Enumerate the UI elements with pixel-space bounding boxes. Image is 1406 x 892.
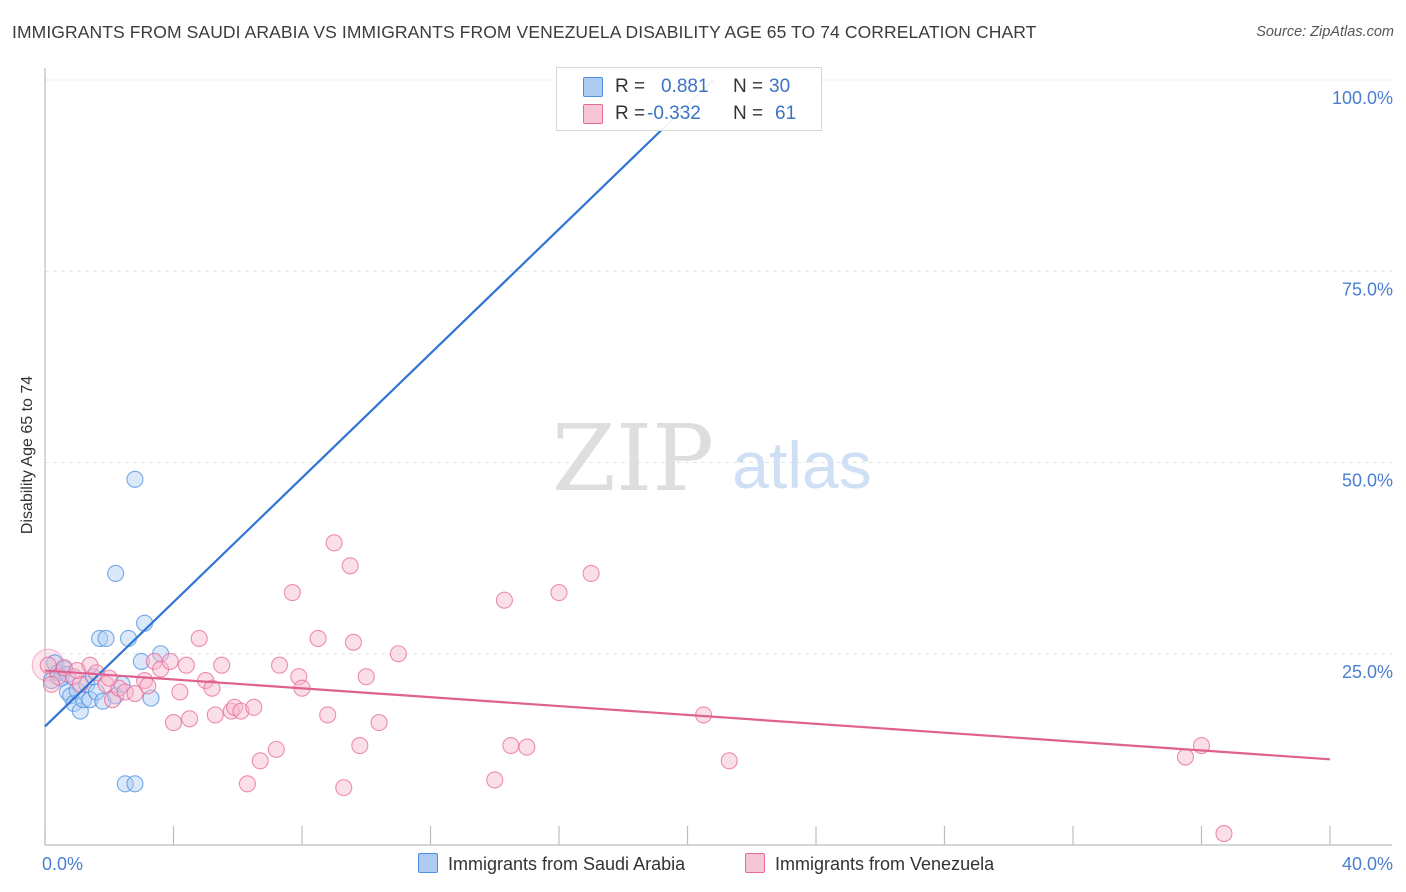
venezuela-point	[335, 779, 353, 797]
y-tick-label: 100.0%	[1332, 88, 1393, 108]
venezuela-point	[495, 591, 513, 609]
stats-box: R = 0.881 N = 30 R = -0.332 N = 61	[556, 67, 822, 131]
data-points	[31, 470, 1233, 843]
venezuela-point	[206, 706, 224, 724]
venezuela-point	[309, 629, 327, 648]
axes	[44, 68, 1392, 846]
venezuela-point	[42, 675, 60, 693]
n-label: N =	[733, 76, 764, 97]
legend-label-saudi: Immigrants from Saudi Arabia	[448, 854, 686, 874]
venezuela-point	[357, 668, 375, 686]
venezuela-point	[486, 771, 504, 789]
venezuela-point	[1215, 824, 1233, 843]
n-label: N =	[733, 103, 764, 124]
venezuela-point	[171, 683, 189, 701]
venezuela-point	[1176, 748, 1194, 766]
venezuela-point	[177, 656, 195, 674]
watermark-atlas: atlas	[732, 428, 871, 502]
saudi-point	[119, 629, 138, 648]
venezuela-point	[370, 714, 388, 732]
saudi-point	[97, 629, 115, 648]
venezuela-point	[245, 698, 263, 716]
grid-lines	[45, 79, 1392, 655]
y-tick-label: 25.0%	[1342, 662, 1393, 682]
venezuela-point	[270, 656, 289, 674]
venezuela-point	[181, 710, 199, 728]
venezuela-point	[502, 736, 520, 755]
venezuela-point	[126, 684, 144, 703]
venezuela-point	[251, 752, 269, 770]
r-value: -0.332	[647, 103, 701, 124]
venezuela-point	[325, 534, 343, 552]
r-label: R =	[615, 103, 646, 124]
venezuela-point	[319, 706, 337, 724]
y-tick-label: 50.0%	[1342, 471, 1393, 491]
trend-lines	[44, 79, 1331, 761]
x-tick-label-min: 0.0%	[42, 854, 83, 874]
legend-swatch-saudi	[418, 853, 438, 873]
stats-row-saudi: R = 0.881 N = 30	[557, 74, 821, 100]
saudi-point	[107, 564, 125, 582]
venezuela-swatch	[583, 104, 603, 124]
venezuela-point	[344, 633, 362, 651]
venezuela-point	[582, 564, 600, 582]
venezuela-point	[518, 738, 536, 756]
tick-labels: 25.0% 50.0% 75.0% 100.0% 0.0% 40.0%	[42, 88, 1393, 874]
saudi-point	[126, 775, 144, 793]
saudi-point	[116, 775, 134, 793]
saudi-trend-line	[44, 79, 714, 728]
legend: Immigrants from Saudi Arabia Immigrants …	[0, 853, 1406, 877]
x-tick-label-max: 40.0%	[1342, 854, 1393, 874]
venezuela-point	[238, 775, 256, 793]
venezuela-point	[213, 656, 231, 674]
legend-item-venezuela[interactable]: Immigrants from Venezuela	[745, 853, 994, 875]
watermark-zip: ZIP	[552, 405, 714, 512]
venezuela-point	[550, 583, 568, 602]
venezuela-point	[283, 583, 301, 602]
venezuela-point	[68, 662, 86, 680]
n-value: 61	[775, 103, 797, 124]
source-label: Source: ZipAtlas.com	[1256, 24, 1394, 40]
venezuela-point	[100, 669, 118, 687]
venezuela-point	[267, 740, 285, 758]
venezuela-point	[164, 714, 183, 732]
venezuela-point	[139, 677, 157, 695]
saudi-swatch	[583, 77, 603, 97]
venezuela-point	[389, 645, 407, 663]
venezuela-point	[341, 557, 359, 575]
saudi-point	[132, 652, 150, 670]
watermark: ZIP atlas	[552, 405, 872, 512]
saudi-point	[91, 629, 109, 648]
stats-row-venezuela: R = -0.332 N = 61	[557, 101, 821, 127]
r-label: R =	[615, 76, 646, 97]
n-value: 30	[769, 76, 791, 97]
chart-title: IMMIGRANTS FROM SAUDI ARABIA VS IMMIGRAN…	[12, 22, 1037, 42]
venezuela-point	[203, 679, 221, 697]
legend-swatch-venezuela	[745, 853, 765, 873]
y-tick-label: 75.0%	[1342, 279, 1393, 299]
venezuela-point	[232, 702, 250, 720]
venezuela-point-large	[31, 648, 65, 682]
legend-label-venezuela: Immigrants from Venezuela	[775, 854, 995, 874]
venezuela-point	[190, 629, 208, 648]
venezuela-point	[161, 652, 179, 670]
legend-item-saudi[interactable]: Immigrants from Saudi Arabia	[418, 853, 685, 875]
venezuela-point	[351, 736, 369, 755]
saudi-point	[126, 470, 144, 488]
r-value: 0.881	[661, 76, 709, 97]
venezuela-trend-line	[44, 669, 1331, 761]
venezuela-point	[720, 752, 738, 770]
